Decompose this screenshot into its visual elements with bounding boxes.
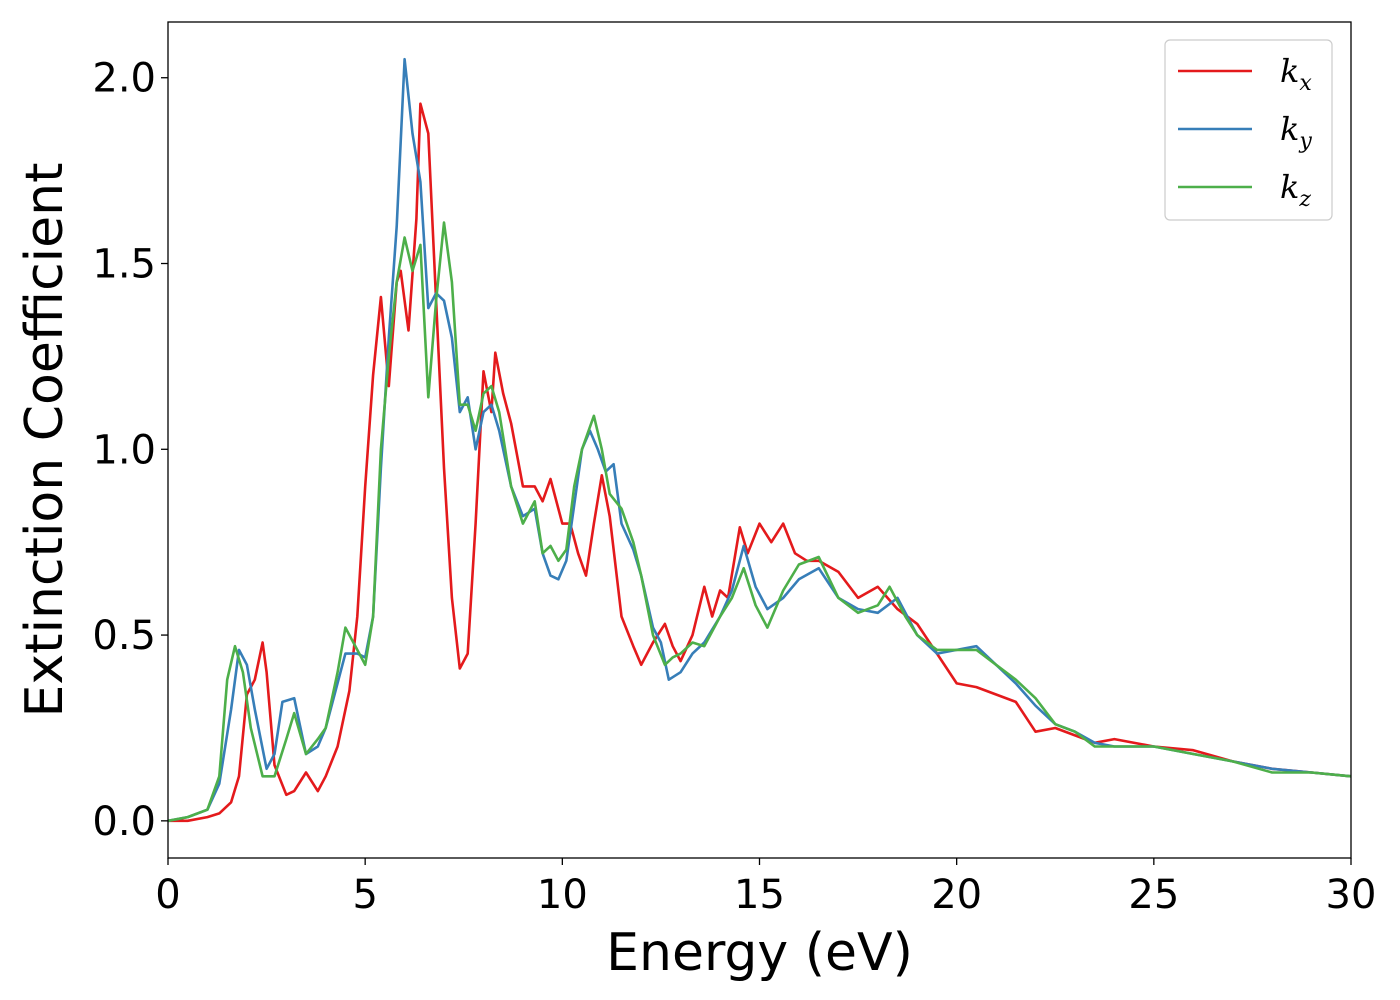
- series-layer: [168, 57, 1351, 823]
- y-tick-label: 1.0: [92, 427, 156, 473]
- x-tick-label: 15: [734, 872, 785, 918]
- x-tick-label: 5: [352, 872, 377, 918]
- x-tick-label: 30: [1326, 872, 1377, 918]
- x-tick-label: 10: [537, 872, 588, 918]
- x-axis-title: Energy (eV): [606, 923, 913, 983]
- y-tick-label: 2.0: [92, 56, 156, 102]
- legend: kx ky kz: [1164, 39, 1333, 221]
- x-tick-label: 0: [155, 872, 180, 918]
- legend-label-ky: ky: [1280, 110, 1312, 154]
- y-tick-label: 0.0: [92, 799, 156, 845]
- y-tick-label: 1.5: [92, 242, 156, 288]
- y-tick-label: 0.5: [92, 613, 156, 659]
- ticks-layer: 0 5 10 15 20 25 30 0.0 0.5 1.0 1.5 2.0: [92, 56, 1376, 918]
- x-tick-label: 25: [1128, 872, 1179, 918]
- legend-label-kx: kx: [1280, 52, 1312, 96]
- y-axis-title: Extinction Coefficient: [15, 163, 75, 718]
- series-line-kz: [168, 221, 1351, 823]
- legend-label-kz: kz: [1280, 168, 1311, 212]
- x-tick-label: 20: [931, 872, 982, 918]
